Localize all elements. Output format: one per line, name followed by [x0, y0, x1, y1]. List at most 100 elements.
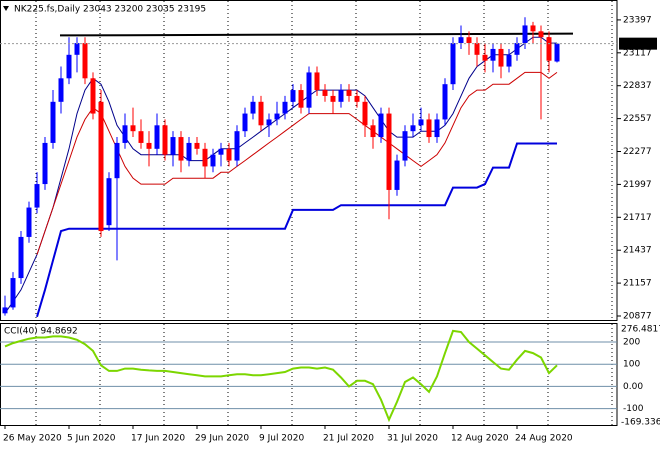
candle-body: [418, 119, 424, 126]
y-tick-label: 21997: [623, 180, 652, 190]
candle-body: [114, 142, 120, 179]
candle-body: [506, 54, 512, 67]
candle-body: [554, 43, 560, 62]
candle-body: [346, 90, 352, 96]
candle-body: [474, 43, 480, 55]
candle-body: [34, 184, 40, 208]
candle-body: [274, 113, 280, 120]
candle-body: [218, 148, 224, 155]
cci-line: [4, 329, 558, 423]
candle-body: [442, 84, 448, 120]
candle-body: [98, 101, 104, 232]
candle-body: [2, 307, 8, 314]
y-tick-label: 100: [623, 360, 640, 370]
candle-body: [338, 90, 344, 102]
symbol-marker: [3, 6, 9, 11]
y-tick-label: 0.00: [623, 382, 643, 392]
candle-body: [402, 131, 408, 161]
y-tick-label: 22277: [623, 147, 652, 157]
y-limit-label: -169.336: [621, 418, 660, 428]
x-tick-label: 5 Jun 2020: [67, 434, 116, 444]
candle-body: [178, 137, 184, 161]
candle-body: [90, 78, 96, 114]
candle-body: [538, 31, 544, 38]
overlay-line: [36, 142, 557, 318]
candle-body: [122, 125, 128, 143]
x-tick-label: 26 May 2020: [3, 434, 62, 444]
candle-body: [490, 48, 496, 61]
candle-body: [434, 119, 440, 138]
x-tick-label: 24 Aug 2020: [515, 434, 573, 444]
candle-body: [298, 90, 304, 108]
candle-body: [138, 131, 144, 143]
candle-body: [194, 142, 200, 149]
candle-body: [482, 54, 488, 61]
x-tick-label: 31 Jul 2020: [387, 434, 438, 444]
candle-body: [354, 95, 360, 102]
indicator-label: CCI(40) 94.8692: [4, 327, 78, 337]
price-box: [619, 37, 657, 50]
candle-body: [170, 137, 176, 155]
candle-body: [226, 148, 232, 161]
candle-body: [530, 25, 536, 32]
current-price: 23195: [622, 39, 651, 49]
candle-body: [362, 101, 368, 126]
candle-body: [10, 278, 16, 308]
candle-body: [250, 101, 256, 114]
candle-body: [522, 25, 528, 44]
candle-body: [258, 101, 264, 126]
candle-body: [450, 43, 456, 85]
candle-body: [74, 43, 80, 55]
candle-body: [50, 101, 56, 143]
y-tick-label: 20877: [623, 312, 652, 322]
overlay-line: [36, 71, 558, 255]
candle-body: [514, 43, 520, 55]
y-tick-label: 22837: [623, 81, 652, 91]
candle-body: [378, 113, 384, 138]
x-tick-label: 29 Jun 2020: [195, 434, 249, 444]
candle-body: [306, 72, 312, 108]
x-tick-label: 17 Jun 2020: [131, 434, 185, 444]
x-tick-label: 21 Jul 2020: [323, 434, 374, 444]
candle-body: [426, 119, 432, 138]
candle-body: [266, 119, 272, 126]
y-tick-label: 23117: [623, 48, 652, 58]
y-limit-label: 276.4817: [621, 325, 660, 335]
candle-body: [546, 37, 552, 61]
cci-panel-frame: [0, 323, 618, 426]
price-panel-frame: [0, 0, 618, 321]
y-tick-label: -100: [623, 404, 644, 414]
candle-body: [202, 148, 208, 167]
candle-body: [386, 113, 392, 190]
candle-body: [466, 37, 472, 44]
x-tick-label: 9 Jul 2020: [259, 434, 304, 444]
candle-body: [498, 48, 504, 67]
y-tick-label: 23397: [623, 15, 652, 25]
candle-body: [282, 101, 288, 114]
x-tick-label: 12 Aug 2020: [451, 434, 509, 444]
candle-body: [242, 113, 248, 132]
candle-body: [58, 78, 64, 102]
candle-body: [42, 142, 48, 185]
y-tick-label: 22557: [623, 114, 652, 124]
candle-body: [234, 131, 240, 161]
candle-body: [130, 125, 136, 132]
chart-title: NK225.fs,Daily 23043 23200 23035 23195: [14, 5, 206, 15]
candle-body: [18, 236, 24, 279]
candle-body: [370, 125, 376, 138]
candle-body: [314, 72, 320, 91]
candle-body: [394, 160, 400, 190]
candle-body: [322, 90, 328, 96]
candle-body: [210, 154, 216, 167]
overlay-line: [4, 36, 557, 314]
candle-body: [458, 37, 464, 44]
y-tick-label: 200: [623, 337, 640, 347]
y-tick-label: 21157: [623, 279, 652, 289]
candle-body: [146, 142, 152, 149]
y-tick-label: 21717: [623, 213, 652, 223]
candle-body: [410, 125, 416, 132]
candle-body: [154, 125, 160, 149]
candle-body: [66, 54, 72, 79]
